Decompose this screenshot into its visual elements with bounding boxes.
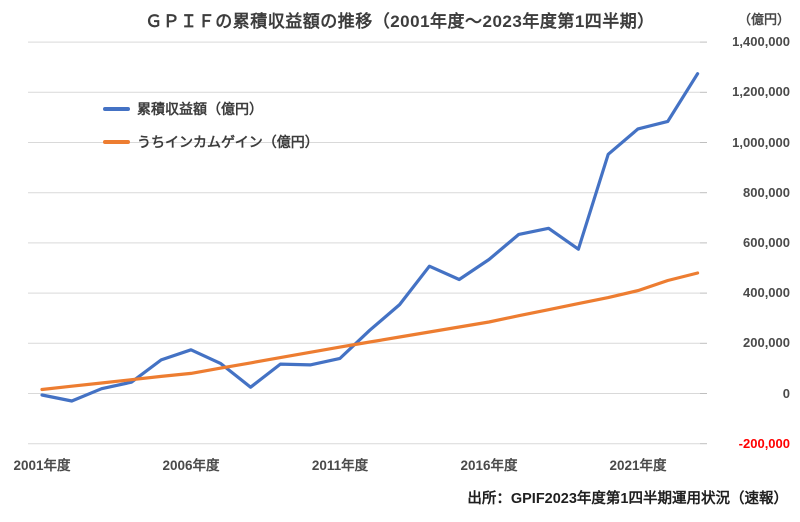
legend-item-cumulative-return: 累積収益額（億円） [103, 92, 319, 125]
series-line-cumulative-return [40, 72, 700, 403]
y-tick-label: 800,000 [743, 184, 790, 200]
chart-legend: 累積収益額（億円） うちインカムゲイン（億円） [103, 92, 319, 158]
series-line-income-gain [40, 271, 700, 392]
x-tick-label: 2006年度 [162, 458, 220, 473]
x-tick-label: 2021年度 [609, 458, 667, 473]
x-tick-label: 2011年度 [311, 458, 369, 473]
y-tick-label: 1,200,000 [732, 84, 790, 100]
y-tick-label: 1,000,000 [732, 134, 790, 150]
blue-line-swatch-icon [103, 106, 130, 111]
legend-label-cumulative-return: 累積収益額（億円） [137, 100, 263, 117]
x-tick-label: 2001年度 [13, 458, 71, 473]
y-tick-label: 600,000 [743, 234, 790, 250]
chart-title: ＧＰＩＦの累積収益額の推移（2001年度～2023年度第1四半期） [145, 12, 655, 31]
y-tick-label: 400,000 [743, 285, 790, 301]
y-tick-label: 200,000 [743, 335, 790, 351]
y-tick-label: -200,000 [738, 435, 790, 451]
y-tick-label: 0 [782, 385, 790, 401]
y-tick-label: 1,400,000 [732, 34, 790, 50]
x-tick-label: 2016年度 [460, 458, 518, 473]
source-note: 出所：GPIF2023年度第1四半期運用状況（速報） [467, 491, 788, 507]
orange-line-swatch-icon [103, 139, 130, 144]
legend-item-income-gain: うちインカムゲイン（億円） [103, 125, 319, 158]
legend-label-income-gain: うちインカムゲイン（億円） [137, 133, 319, 150]
y-axis-unit-label: （億円） [737, 12, 790, 27]
